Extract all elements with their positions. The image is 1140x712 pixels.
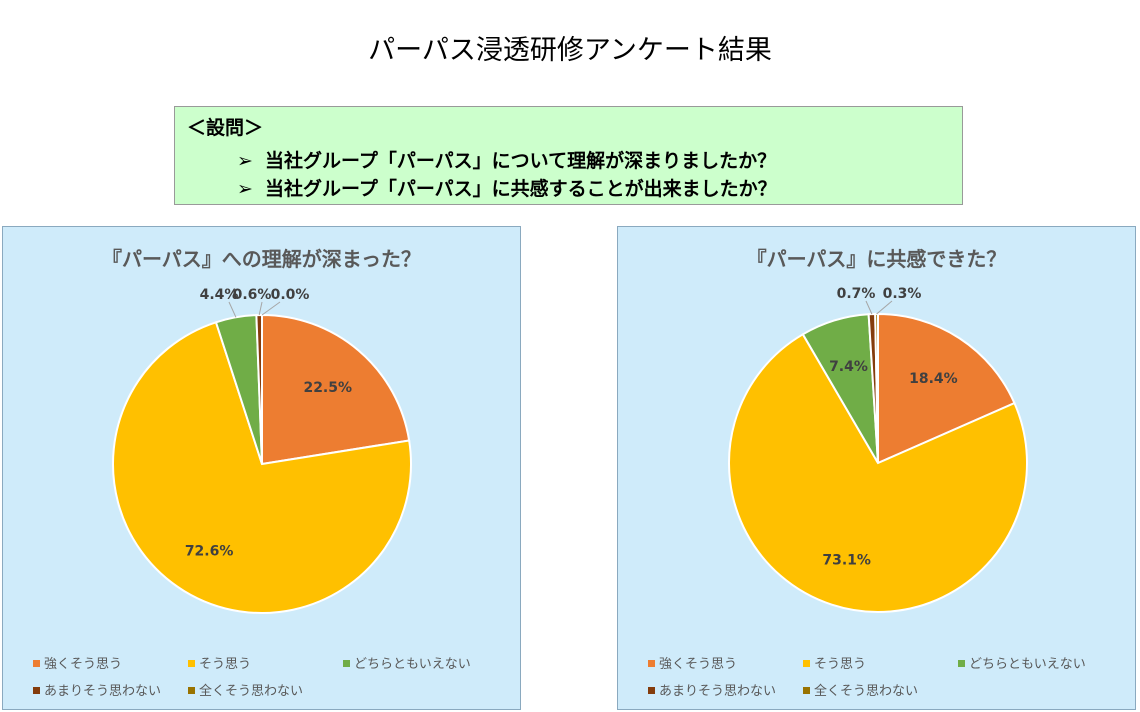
data-label: 73.1% — [822, 552, 871, 568]
chart-title: 『パーパス』に共感できた？ — [746, 247, 1007, 271]
legend-swatch — [648, 687, 655, 694]
legend-swatch — [188, 660, 195, 667]
leader-line — [865, 300, 873, 315]
data-label: 0.3% — [883, 286, 922, 302]
legend-item-strongly-disagree: 全くそう思わない — [188, 680, 303, 699]
legend-swatch — [343, 660, 350, 667]
legend-item-strongly-disagree: 全くそう思わない — [803, 680, 918, 699]
slice-strongly-agree — [261, 313, 411, 466]
legend-item-disagree: あまりそう思わない — [33, 680, 161, 699]
legend-item-neutral: どちらともいえない — [958, 653, 1086, 672]
data-label: 72.6% — [185, 543, 234, 559]
slice-agree — [728, 332, 1028, 613]
question-header: ＜設問＞ — [187, 117, 264, 139]
legend-swatch — [803, 660, 810, 667]
leader-line — [228, 301, 237, 318]
legend-swatch — [33, 660, 40, 667]
legend-item-strongly-agree: 強くそう思う — [33, 653, 122, 672]
slice-disagree — [255, 313, 263, 465]
legend-item-strongly-agree: 強くそう思う — [648, 653, 737, 672]
legend: 強くそう思う そう思う どちらともいえない あまりそう思わない 全くそう思わない — [33, 653, 513, 703]
question-line-1: ➢ 当社グループ「パーパス」について理解が深まりましたか？ — [237, 146, 776, 173]
legend-swatch — [648, 660, 655, 667]
question-line-2: ➢ 当社グループ「パーパス」に共感することが出来ましたか？ — [237, 174, 777, 201]
legend-swatch — [803, 687, 810, 694]
question-text-1: 当社グループ「パーパス」について理解が深まりましたか？ — [265, 150, 777, 172]
legend-item-neutral: どちらともいえない — [343, 653, 471, 672]
pie-chart-empathy: 18.4% 73.1% 7.4% 0.7% 0.3% — [728, 286, 1028, 613]
data-label: 18.4% — [909, 371, 958, 387]
leader-line — [258, 301, 263, 316]
slice-strongly-agree — [877, 312, 1016, 465]
legend-swatch — [33, 687, 40, 694]
arrow-icon: ➢ — [237, 150, 253, 172]
slice-agree — [112, 321, 412, 614]
legend-item-agree: そう思う — [803, 653, 866, 672]
chart-panel-empathy: 『パーパス』に共感できた？ 18.4% 73.1% 7.4% 0.7% 0.3% 強くそ… — [617, 226, 1136, 710]
pie-chart-understanding: 22.5% 72.6% 4.4%0.6% 0.0% — [112, 287, 412, 614]
question-box: ＜設問＞ ➢ 当社グループ「パーパス」について理解が深まりましたか？ ➢ 当社グルー… — [174, 106, 963, 205]
chart-title: 『パーパス』への理解が深まった？ — [102, 247, 421, 271]
legend-swatch — [188, 687, 195, 694]
legend-item-agree: そう思う — [188, 653, 251, 672]
data-label: 22.5% — [303, 380, 352, 396]
leader-line — [261, 301, 281, 316]
question-text-2: 当社グループ「パーパス」に共感することが出来ましたか？ — [265, 178, 777, 200]
data-label: 7.4% — [829, 359, 868, 375]
page-title: パーパス浸透研修アンケート結果 — [368, 35, 772, 66]
legend-swatch — [958, 660, 965, 667]
data-label: 0.6% — [233, 287, 272, 303]
data-label: 0.7% — [837, 286, 876, 302]
legend-item-disagree: あまりそう思わない — [648, 680, 776, 699]
data-label: 4.4% — [200, 287, 239, 303]
legend: 強くそう思う そう思う どちらともいえない あまりそう思わない 全くそう思わない — [648, 653, 1128, 703]
leader-line — [876, 300, 893, 315]
data-label: 0.0% — [271, 287, 310, 303]
chart-panel-understanding: 『パーパス』への理解が深まった？ 22.5% 72.6% 4.4% 0.6% 0.0% … — [2, 226, 521, 710]
arrow-icon: ➢ — [237, 178, 253, 200]
